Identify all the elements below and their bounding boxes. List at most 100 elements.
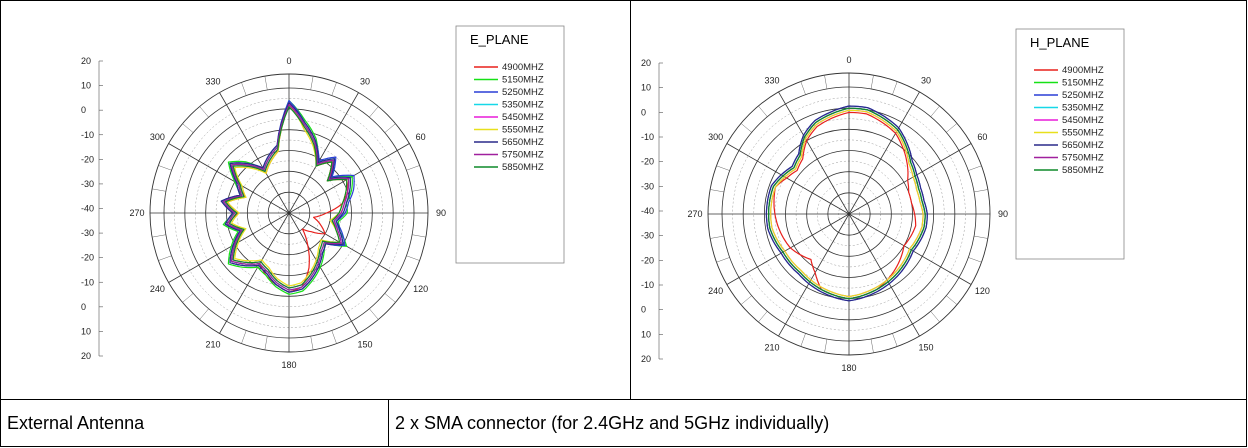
radial-tick-label: -10 xyxy=(81,277,94,287)
grid-tick xyxy=(241,330,247,344)
angle-label: 60 xyxy=(977,132,987,142)
grid-spoke xyxy=(848,91,920,215)
legend-label: 5850MHZ xyxy=(502,162,544,173)
radial-tick-label: -10 xyxy=(641,280,654,290)
angle-label: 90 xyxy=(998,209,1008,219)
grid-tick xyxy=(264,76,268,90)
legend-label: 5450MHZ xyxy=(502,112,544,123)
chart-title: E_PLANE xyxy=(470,32,529,47)
grid-tick xyxy=(310,336,314,350)
spec-value-cell: 2 x SMA connector (for 2.4GHz and 5GHz i… xyxy=(388,399,1247,447)
grid-tick xyxy=(758,105,768,117)
series-curve xyxy=(768,107,926,300)
grid-tick xyxy=(182,123,194,133)
legend-label: 5750MHZ xyxy=(502,150,544,161)
grid-tick xyxy=(870,75,874,89)
grid-tick xyxy=(968,165,982,171)
radial-tick-label: -40 xyxy=(81,204,94,214)
grid-spoke xyxy=(848,143,972,215)
grid-tick xyxy=(892,333,898,347)
series-curve xyxy=(222,99,353,295)
radial-tick-label: 0 xyxy=(641,107,646,117)
grid-tick xyxy=(824,339,828,353)
radial-tick-label: -20 xyxy=(641,255,654,265)
grid-tick xyxy=(740,123,752,133)
radial-tick-label: -10 xyxy=(81,130,94,140)
grid-spoke xyxy=(168,212,290,283)
legend-label: 5650MHZ xyxy=(1062,140,1104,151)
grid-spoke xyxy=(288,212,359,334)
angle-label: 270 xyxy=(129,208,144,218)
angle-label: 330 xyxy=(764,76,779,86)
legend-label: 5150MHZ xyxy=(502,75,544,86)
grid-tick xyxy=(974,235,988,239)
radial-tick-label: 20 xyxy=(81,56,91,66)
radial-tick-label: 0 xyxy=(641,305,646,315)
legend-label: 5550MHZ xyxy=(1062,128,1104,139)
series-curve xyxy=(222,104,350,291)
table-row: External Antenna 2 x SMA connector (for … xyxy=(0,399,1247,447)
legend-label: 4900MHZ xyxy=(1062,65,1104,76)
spec-label-cell: External Antenna xyxy=(0,399,389,447)
grid-tick xyxy=(369,106,379,118)
series-curve xyxy=(770,109,924,298)
polar-grid xyxy=(149,73,429,353)
grid-tick xyxy=(946,123,958,133)
legend-label: 5350MHZ xyxy=(502,100,544,111)
grid-tick xyxy=(384,123,396,133)
grid-spoke xyxy=(848,213,972,285)
radial-tick-label: 20 xyxy=(81,351,91,361)
grid-tick xyxy=(406,255,420,261)
grid-tick xyxy=(369,308,379,320)
grid-tick xyxy=(241,82,247,96)
legend-label: 5450MHZ xyxy=(1062,115,1104,126)
grid-spoke xyxy=(219,212,290,334)
grid-spoke xyxy=(288,212,410,283)
grid-tick xyxy=(892,81,898,95)
grid-tick xyxy=(710,235,724,239)
angle-label: 210 xyxy=(764,342,779,352)
grid-tick xyxy=(968,257,982,263)
polar-grid xyxy=(707,72,991,356)
grid-tick xyxy=(716,165,730,171)
grid-tick xyxy=(824,75,828,89)
grid-tick xyxy=(740,295,752,305)
grid-tick xyxy=(331,330,337,344)
legend-label: 5250MHZ xyxy=(502,87,544,98)
grid-spoke xyxy=(288,92,359,214)
radial-tick-label: -40 xyxy=(641,206,654,216)
grid-tick xyxy=(930,311,940,323)
grid-tick xyxy=(710,189,724,193)
grid-tick xyxy=(800,81,806,95)
e-plane-cell: 0 30 60 90 120 150 180 210 240 270 300 330 20 10 0 -10 -… xyxy=(0,0,631,400)
radial-tick-label: -10 xyxy=(641,132,654,142)
grid-tick xyxy=(406,165,420,171)
angle-label: 270 xyxy=(687,209,702,219)
radial-tick-label: 10 xyxy=(641,83,651,93)
angle-label: 180 xyxy=(841,363,856,373)
grid-tick xyxy=(152,234,166,238)
series-curve xyxy=(765,105,928,302)
angle-label: 30 xyxy=(360,76,370,86)
radial-tick-label: 0 xyxy=(81,105,86,115)
angle-label: 180 xyxy=(281,360,296,370)
grid-tick xyxy=(412,234,426,238)
angle-label: 300 xyxy=(708,132,723,142)
grid-tick xyxy=(182,293,194,303)
radial-tick-label: 10 xyxy=(81,326,91,336)
radial-tick-label: 10 xyxy=(641,329,651,339)
h-plane-cell: 0 30 60 90 120 150 180 210 240 270 300 330 20 10 0 -10 -… xyxy=(630,0,1247,400)
radial-tick-label: -20 xyxy=(641,157,654,167)
angle-label: 150 xyxy=(357,340,372,350)
radial-tick-label: 10 xyxy=(81,81,91,91)
legend-label: 5750MHZ xyxy=(1062,153,1104,164)
grid-tick xyxy=(930,105,940,117)
angle-label: 150 xyxy=(918,342,933,352)
grid-spoke xyxy=(726,143,850,215)
radial-tick-label: -30 xyxy=(641,181,654,191)
series-curve xyxy=(226,104,348,287)
grid-tick xyxy=(199,308,209,320)
grid-tick xyxy=(158,255,172,261)
